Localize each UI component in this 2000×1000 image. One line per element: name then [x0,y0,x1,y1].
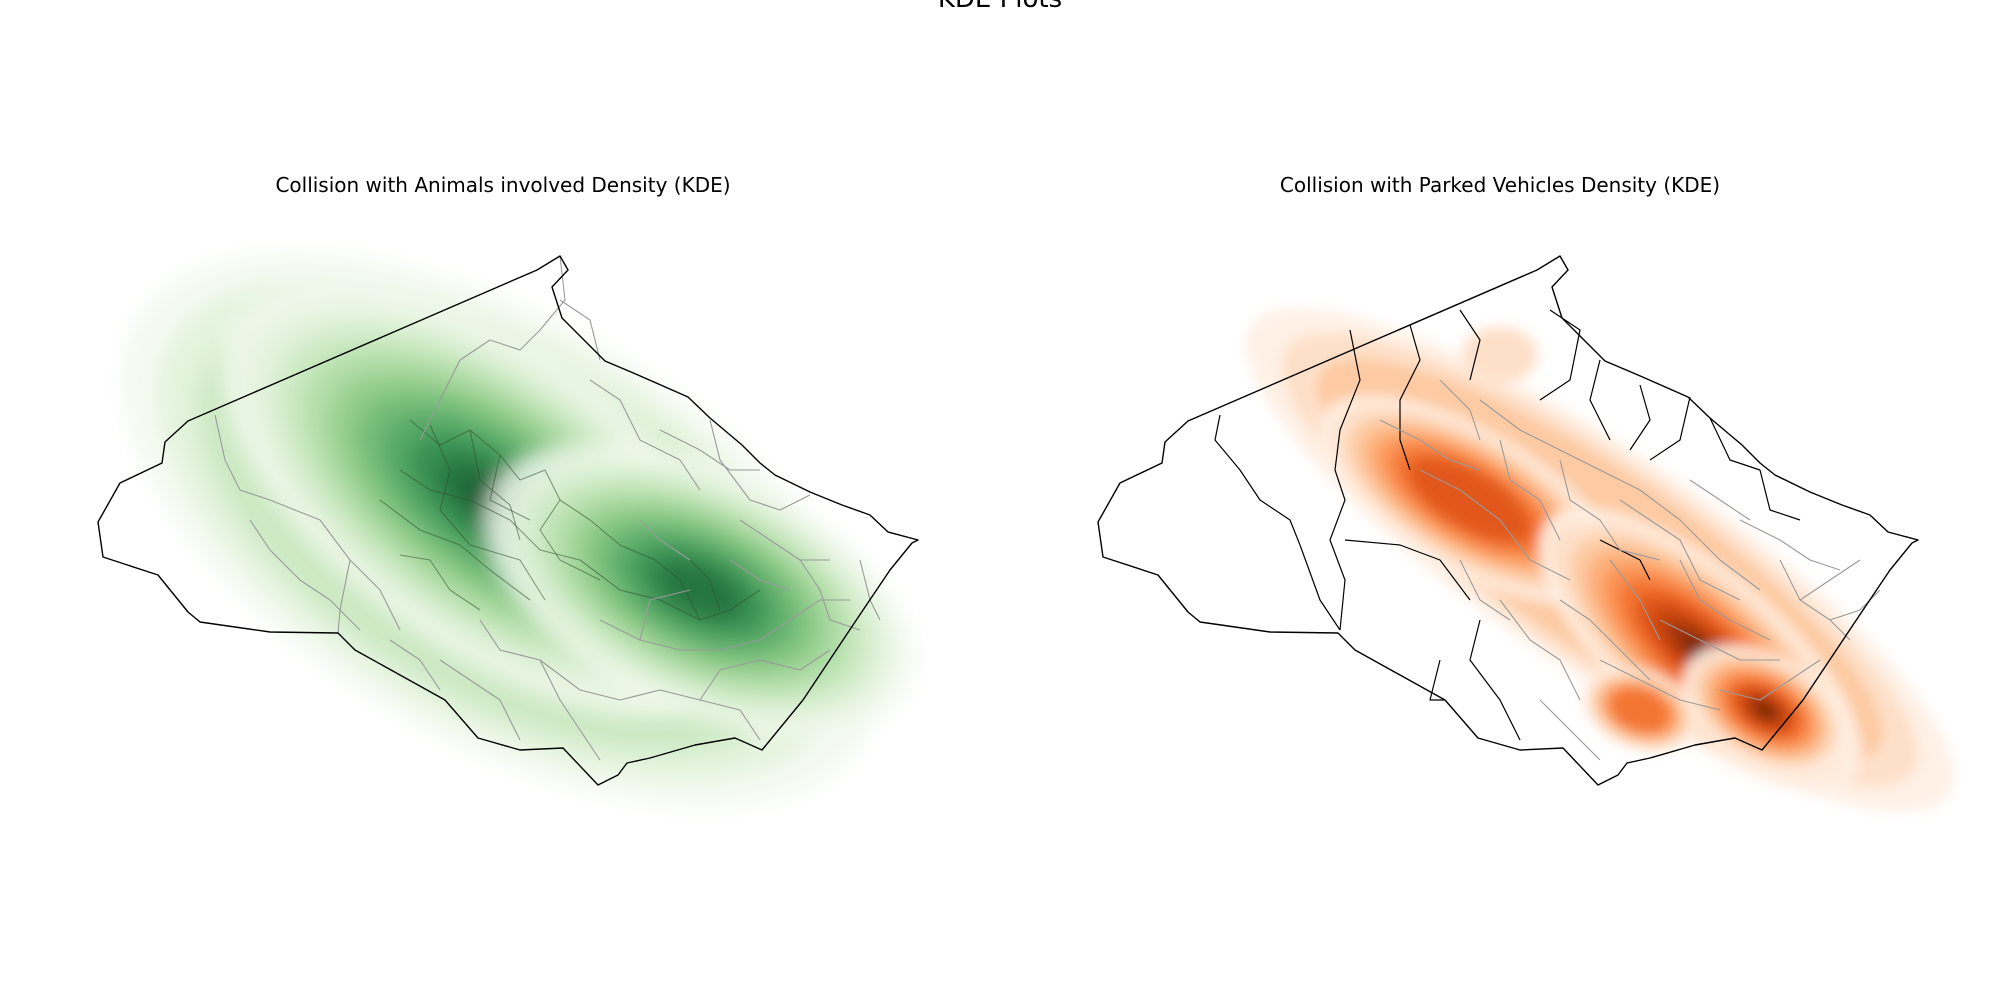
left-kde-density-layer [121,252,915,808]
left-district-boundaries [97,255,919,786]
kde-band-4-5 [1610,688,1670,732]
right-map-panel [1097,255,1954,812]
right-panel-title: Collision with Parked Vehicles Density (… [1279,173,1721,197]
right-county-outline [1097,255,1919,786]
right-district-boundaries [1097,255,1919,786]
kde-band-5-1 [1464,328,1536,382]
right-kde-density-layer [1246,308,1954,812]
left-map-panel [97,252,919,808]
left-county-outline [97,255,919,786]
kde-band-2-8 [657,560,743,620]
kde-band-3-9 [1756,703,1774,717]
left-panel-title: Collision with Animals involved Density … [275,173,731,197]
figure-suptitle: KDE Plots [0,0,2000,12]
